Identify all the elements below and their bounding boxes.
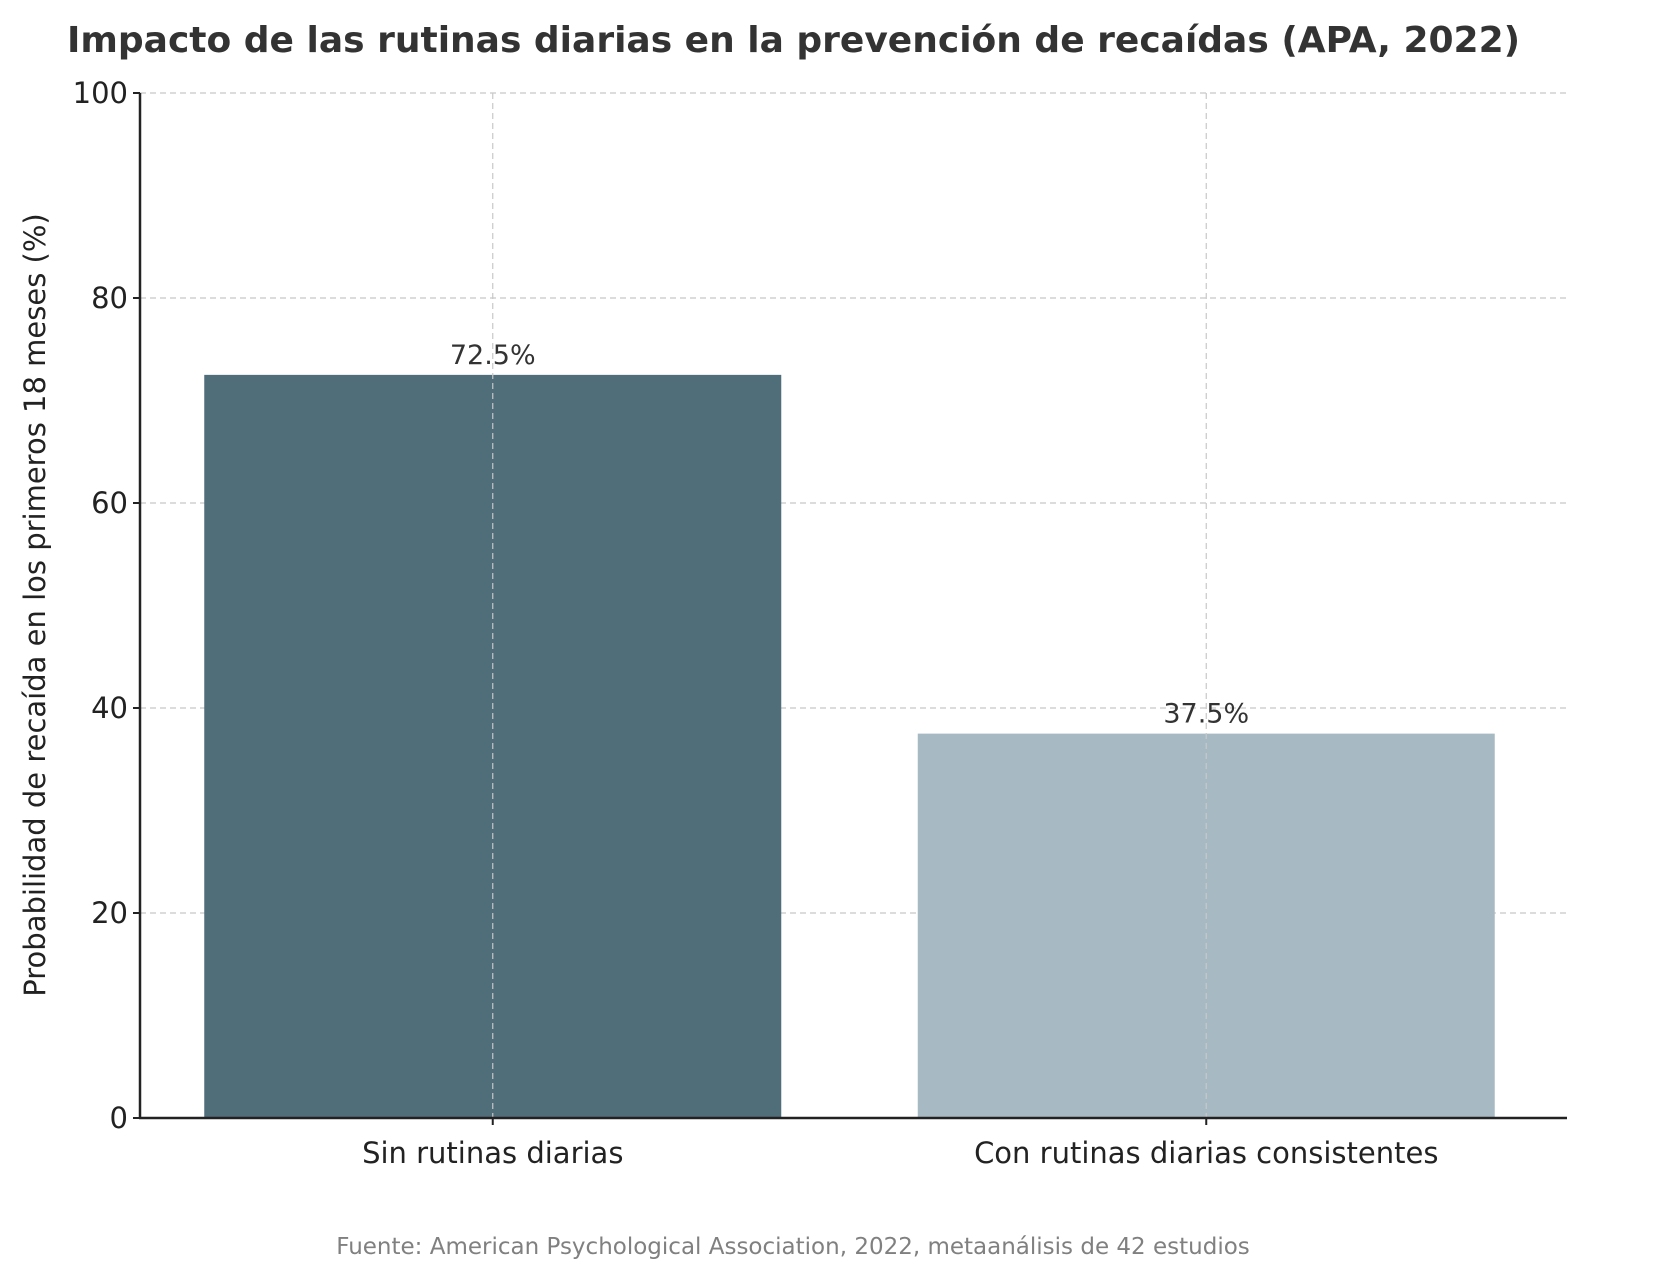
x-tick-label: Sin rutinas diarias (362, 1136, 623, 1170)
y-tick-label: 0 (110, 1101, 128, 1135)
data-label: 37.5% (1163, 699, 1249, 730)
bars: 72.5% 37.5% (204, 93, 1495, 1118)
y-tick-label: 40 (91, 691, 128, 725)
footnote: Fuente: American Psychological Associati… (336, 1234, 1250, 1260)
y-tick-label: 20 (91, 896, 128, 930)
y-tick-label: 100 (73, 76, 128, 110)
x-tick-label: Con rutinas diarias consistentes (974, 1136, 1438, 1170)
y-tick-label: 60 (91, 486, 128, 520)
chart-title: Impacto de las rutinas diarias en la pre… (67, 20, 1520, 61)
y-axis-label: Probabilidad de recaída en los primeros … (18, 213, 52, 996)
y-tick-label: 80 (91, 281, 128, 315)
axes: 0 20 40 60 80 100 Sin rutinas diarias Con rutin… (73, 76, 1567, 1170)
data-label: 72.5% (450, 340, 536, 371)
